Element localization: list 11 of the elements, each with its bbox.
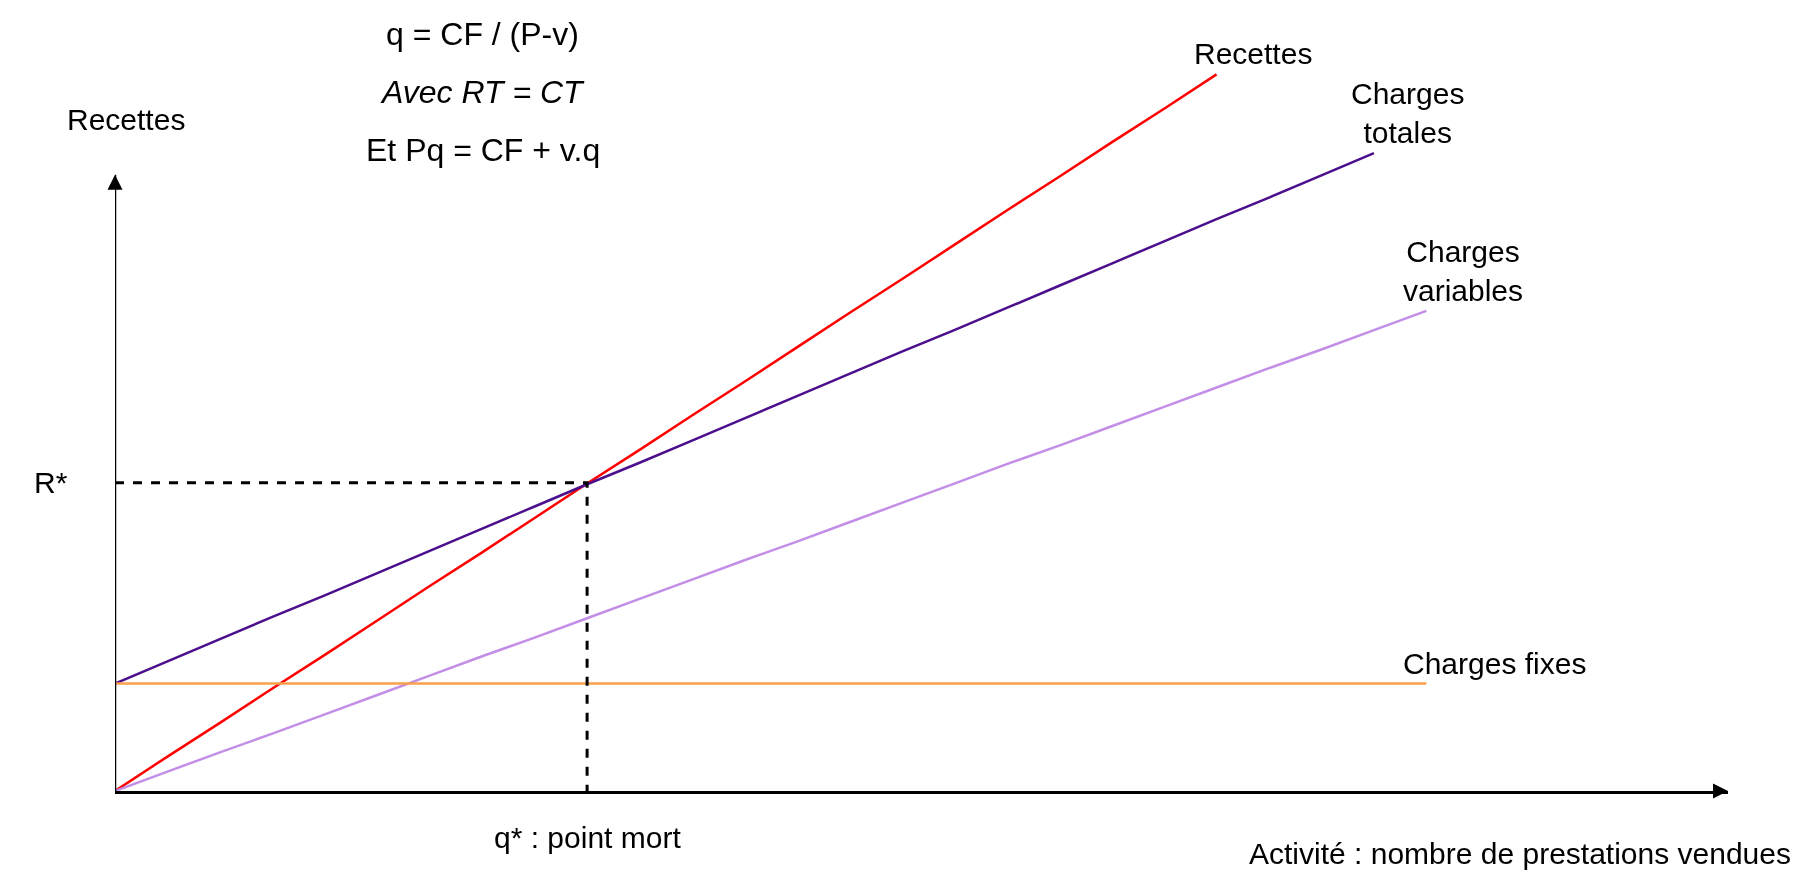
series-label: Charges variables <box>1403 235 1524 307</box>
y-axis-title: Recettes <box>67 103 186 136</box>
series-label: Recettes <box>1194 37 1313 70</box>
x-axis-title: Activité : nombre de prestations vendues <box>1249 837 1791 870</box>
annotation: Et Pq = CF + v.q <box>366 132 601 168</box>
series-label: Charges totales <box>1351 77 1465 149</box>
ref-line-label: R* <box>34 466 68 499</box>
annotation: q* : point mort <box>494 821 682 854</box>
annotation: Avec RT = CT <box>380 74 586 110</box>
text: q = CF / (P-v) <box>386 16 579 52</box>
series-label: Charges fixes <box>1403 647 1587 680</box>
